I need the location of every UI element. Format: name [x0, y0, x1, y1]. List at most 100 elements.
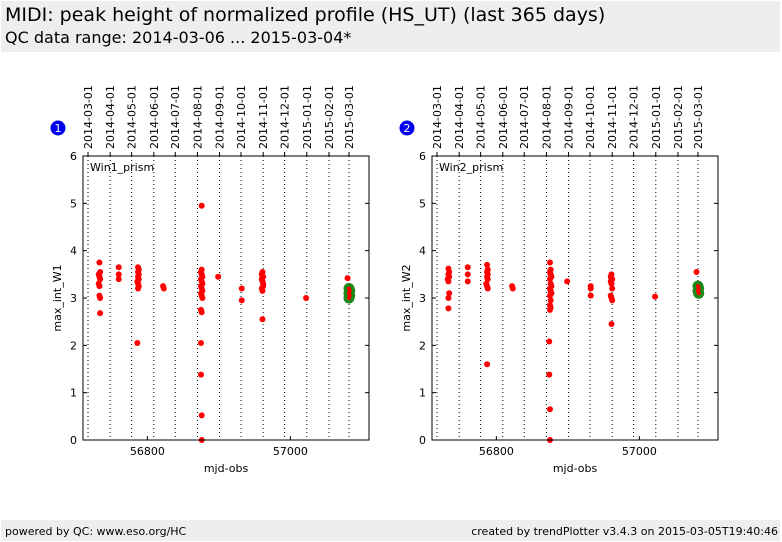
data-point: [652, 293, 659, 300]
panel-number-badge: [399, 120, 415, 136]
data-point: [608, 271, 615, 278]
data-point: [546, 406, 553, 413]
data-point: [259, 316, 266, 323]
data-point: [546, 371, 553, 378]
y-axis-label: max_int_W1: [51, 264, 64, 331]
footer-created-by: created by trendPlotter v3.4.3 on 2015-0…: [471, 525, 778, 538]
panel-label: Win1_prism: [90, 161, 154, 174]
date-tick-label: 2014-05-01: [475, 85, 488, 149]
date-tick-label: 2014-03-01: [431, 85, 444, 149]
y-axis-label: max_int_W2: [400, 264, 413, 331]
date-tick-label: 2014-04-01: [453, 85, 466, 149]
x-axis-label: mjd-obs: [204, 462, 249, 475]
y-tick-label: 2: [419, 339, 426, 352]
data-point: [238, 297, 245, 304]
date-tick-label: 2014-10-01: [584, 85, 597, 149]
data-point: [609, 285, 616, 292]
data-point: [509, 285, 516, 292]
data-point: [464, 278, 471, 285]
data-point: [259, 268, 266, 275]
x-axis-label: mjd-obs: [553, 462, 598, 475]
date-tick-label: 2014-11-01: [606, 85, 619, 149]
panel-number-badge: [50, 120, 66, 136]
y-tick-label: 0: [70, 434, 77, 447]
data-point: [215, 273, 222, 280]
data-point: [238, 285, 245, 292]
plot-frame: [431, 155, 719, 441]
data-point: [197, 339, 204, 346]
data-point: [198, 202, 205, 209]
plot-frame: [82, 155, 370, 441]
y-tick-label: 6: [419, 150, 426, 163]
data-point: [547, 297, 554, 304]
data-point: [97, 276, 104, 283]
panel-number-badge-label: 2: [404, 122, 411, 135]
x-tick-label: 56800: [479, 445, 514, 458]
data-point: [484, 276, 491, 283]
data-point: [97, 310, 104, 317]
y-tick-label: 4: [419, 245, 426, 258]
date-tick-label: 2014-09-01: [563, 85, 576, 149]
page-footer: powered by QC: www.eso.org/HC created by…: [1, 520, 780, 541]
data-point: [546, 276, 553, 283]
y-tick-label: 0: [419, 434, 426, 447]
x-tick-label: 57000: [273, 445, 308, 458]
date-tick-label: 2015-01-01: [301, 85, 314, 149]
y-tick-label: 1: [419, 387, 426, 400]
date-tick-label: 2014-06-01: [148, 85, 161, 149]
data-point: [198, 309, 205, 316]
y-tick-label: 4: [70, 245, 77, 258]
data-point: [96, 283, 103, 290]
y-tick-label: 3: [70, 292, 77, 305]
data-point: [587, 292, 594, 299]
data-point: [97, 295, 104, 301]
data-point: [693, 268, 700, 275]
page-title: MIDI: peak height of normalized profile …: [5, 4, 606, 26]
x-tick-label: 57000: [622, 445, 657, 458]
date-tick-label: 2014-12-01: [628, 85, 641, 149]
date-tick-label: 2015-03-01: [692, 85, 705, 149]
data-point: [97, 268, 104, 275]
date-tick-label: 2014-08-01: [540, 85, 553, 149]
data-point: [115, 264, 122, 271]
panel-label: Win2_prism: [439, 161, 503, 174]
data-point: [484, 285, 491, 292]
date-tick-label: 2014-06-01: [497, 85, 510, 149]
data-point: [96, 259, 103, 266]
data-point: [445, 278, 452, 285]
date-tick-label: 2014-04-01: [104, 85, 117, 149]
plot-area: [432, 156, 718, 440]
panel-number-badge-label: 1: [55, 122, 62, 135]
chart-panel-2: 2014-03-01 2014-04-01 2014-05-01 2014-06-01…: [399, 85, 719, 475]
data-point: [197, 371, 204, 378]
date-tick-label: 2014-12-01: [279, 85, 292, 149]
data-point: [134, 339, 141, 346]
data-point: [160, 285, 167, 292]
data-point: [609, 297, 616, 304]
data-point: [484, 261, 491, 268]
date-tick-label: 2014-09-01: [214, 85, 227, 149]
page-header: MIDI: peak height of normalized profile …: [1, 1, 780, 52]
date-tick-label: 2014-11-01: [257, 85, 270, 149]
data-point: [446, 290, 453, 297]
date-tick-label: 2015-02-01: [323, 85, 336, 149]
data-point: [608, 321, 615, 328]
chart-panel-1: 2014-03-01 2014-04-01 2014-05-01 2014-06-01…: [50, 85, 370, 475]
date-tick-label: 2014-08-01: [191, 85, 204, 149]
y-tick-label: 2: [70, 339, 77, 352]
date-tick-label: 2014-07-01: [169, 85, 182, 149]
data-point: [135, 285, 142, 292]
data-point: [199, 295, 206, 301]
data-point: [115, 276, 122, 283]
latest-data-point: [696, 291, 701, 296]
qc-data-range: QC data range: 2014-03-06 ... 2015-03-04…: [5, 28, 352, 47]
data-point: [259, 287, 266, 294]
data-point: [260, 283, 267, 290]
y-tick-label: 6: [70, 150, 77, 163]
data-point: [445, 295, 452, 301]
data-point: [608, 280, 615, 287]
data-point: [303, 295, 310, 301]
latest-data-point: [346, 296, 351, 300]
data-point: [546, 292, 553, 299]
data-point: [484, 361, 491, 368]
